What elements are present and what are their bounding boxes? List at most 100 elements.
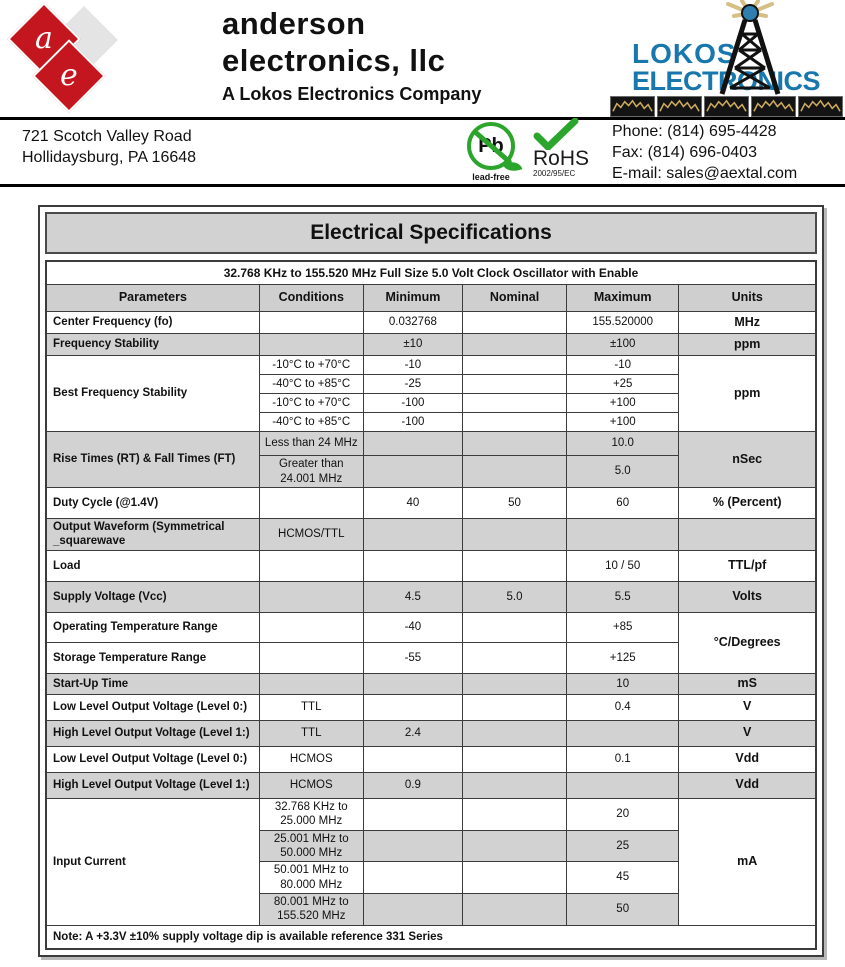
param-label: Supply Voltage (Vcc): [45, 580, 260, 613]
cell-condition: HCMOS: [258, 745, 364, 773]
spec-row-operating-temperature: Operating Temperature Range -40 +85 °C/D…: [45, 611, 817, 674]
param-label: High Level Output Voltage (Level 1:): [45, 771, 260, 799]
param-label: Frequency Stability: [45, 333, 260, 356]
cell-minimum: 0.032768: [362, 311, 464, 334]
lead-free-badge: Pb lead-free: [458, 122, 524, 182]
contact-email: E-mail: sales@aextal.com: [612, 165, 798, 182]
table-subtitle: 32.768 KHz to 155.520 MHz Full Size 5.0 …: [45, 260, 817, 285]
cell-condition: HCMOS/TTL: [258, 518, 364, 551]
address-line2: Hollidaysburg, PA 16648: [22, 149, 197, 166]
cell-units: V: [678, 693, 817, 721]
radio-tower-icon: [719, 0, 781, 95]
cell-units: TTL/pf: [678, 549, 817, 582]
contact-block: Phone: (814) 695-4428 Fax: (814) 696-040…: [612, 121, 797, 184]
spec-row-rise-fall-times: Rise Times (RT) & Fall Times (FT) Less t…: [45, 431, 817, 488]
empty-cell: [462, 797, 567, 831]
cell-nominal: 50: [462, 487, 567, 519]
cell-condition: Greater than 24.001 MHz: [258, 455, 364, 488]
empty-cell: [258, 311, 364, 334]
spec-subrow: -40°C to +85°C -100 +100: [46, 412, 816, 432]
cell-condition: -40°C to +85°C: [258, 374, 364, 394]
rohs-subtitle: 2002/95/EC: [533, 169, 576, 178]
empty-cell: [362, 745, 464, 773]
empty-cell: [462, 393, 567, 413]
cell-minimum: -40: [362, 611, 464, 643]
param-label: Low Level Output Voltage (Level 0:): [45, 745, 260, 773]
spec-subrow: -10°C to +70°C -100 +100: [46, 393, 816, 413]
cell-maximum: 60: [565, 487, 680, 519]
cell-units: ppm: [678, 355, 817, 432]
empty-cell: [258, 580, 364, 613]
cell-units: V: [678, 719, 817, 747]
empty-cell: [462, 611, 567, 643]
cell-condition: 32.768 KHz to 25.000 MHz: [258, 797, 364, 831]
param-label: Best Frequency Stability: [45, 355, 260, 432]
empty-cell: [362, 893, 464, 926]
cell-minimum: -25: [362, 374, 464, 394]
cell-minimum: -10: [362, 355, 464, 375]
contact-phone: Phone: (814) 695-4428: [612, 123, 777, 140]
cell-units: MHz: [678, 311, 817, 334]
empty-cell: [258, 487, 364, 519]
cell-condition: Less than 24 MHz: [258, 431, 364, 456]
cell-maximum: +100: [565, 412, 680, 432]
spec-row-input-current: Input Current 32.768 KHz to 25.000 MHz 2…: [45, 797, 817, 926]
empty-cell: [362, 672, 464, 695]
cell-condition: HCMOS: [258, 771, 364, 799]
cell-maximum: 20: [565, 797, 680, 831]
empty-cell: [362, 455, 464, 488]
cell-condition: TTL: [258, 719, 364, 747]
spec-row-storage-temperature: Storage Temperature Range -55 +125: [45, 641, 816, 674]
table-subtitle-row: 32.768 KHz to 155.520 MHz Full Size 5.0 …: [45, 260, 817, 285]
empty-cell: [258, 611, 364, 643]
cell-minimum: ±10: [362, 333, 464, 356]
empty-cell: [462, 693, 567, 721]
column-header-nominal: Nominal: [462, 284, 567, 312]
cell-condition: 25.001 MHz to 50.000 MHz: [258, 829, 364, 863]
empty-cell: [462, 861, 567, 894]
cell-maximum: 5.0: [565, 455, 680, 488]
empty-cell: [362, 431, 464, 456]
empty-cell: [565, 771, 680, 799]
empty-cell: [565, 518, 680, 551]
empty-cell: [462, 455, 567, 488]
param-label: Duty Cycle (@1.4V): [45, 487, 260, 519]
cell-condition: -10°C to +70°C: [258, 355, 364, 375]
cell-maximum: 10.0: [565, 431, 680, 456]
cell-minimum: 4.5: [362, 580, 464, 613]
spec-row-duty-cycle: Duty Cycle (@1.4V) 40 50 60 % (Percent): [45, 487, 817, 519]
empty-cell: [258, 641, 364, 674]
cell-minimum: -100: [362, 393, 464, 413]
empty-cell: [362, 549, 464, 582]
empty-cell: [462, 374, 567, 394]
empty-cell: [462, 641, 567, 674]
lead-free-caption: lead-free: [472, 172, 510, 182]
waveform-strip: [610, 96, 843, 117]
empty-cell: [462, 355, 567, 375]
cell-condition: 50.001 MHz to 80.000 MHz: [258, 861, 364, 894]
empty-cell: [462, 549, 567, 582]
cell-maximum: -10: [565, 355, 680, 375]
cell-units: mS: [678, 672, 817, 695]
param-label: Load: [45, 549, 260, 582]
empty-cell: [462, 518, 567, 551]
column-header-maximum: Maximum: [565, 284, 680, 312]
electrical-specifications-section: Electrical Specifications 32.768 KHz to …: [38, 205, 824, 957]
empty-cell: [462, 745, 567, 773]
cell-maximum: ±100: [565, 333, 680, 356]
empty-cell: [462, 672, 567, 695]
waveform-cell-icon: [657, 96, 702, 117]
cell-units: ppm: [678, 333, 817, 356]
empty-cell: [462, 829, 567, 863]
spec-subrow: 50.001 MHz to 80.000 MHz 45: [46, 861, 816, 894]
company-tagline: A Lokos Electronics Company: [222, 84, 482, 104]
cell-units: Volts: [678, 580, 817, 613]
param-label: Input Current: [45, 797, 260, 926]
table-note-row: Note: A +3.3V ±10% supply voltage dip is…: [45, 924, 817, 950]
spec-row-low-level-hcmos: Low Level Output Voltage (Level 0:) HCMO…: [45, 745, 817, 773]
param-line1: Output Waveform (Symmetrical: [53, 521, 225, 533]
spec-row-high-level-ttl: High Level Output Voltage (Level 1:) TTL…: [45, 719, 817, 747]
contact-fax: Fax: (814) 696-0403: [612, 144, 757, 161]
spec-row-center-frequency: Center Frequency (fo) 0.032768 155.52000…: [45, 311, 817, 334]
lokos-logo-line1: LOKOS: [632, 38, 737, 69]
